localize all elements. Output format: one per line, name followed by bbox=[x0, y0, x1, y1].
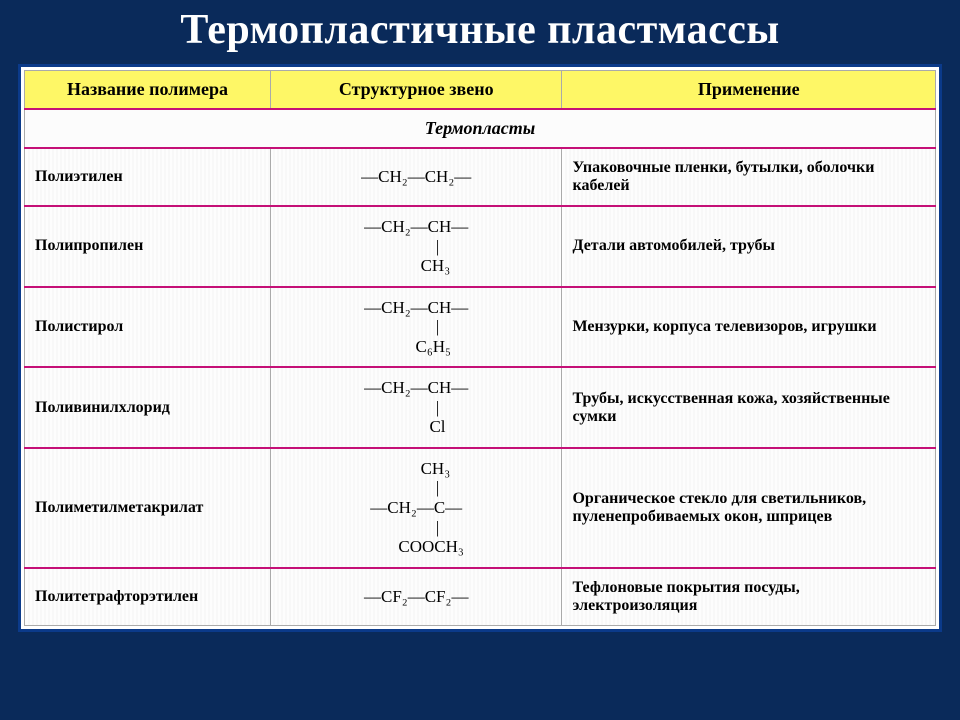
cell-structure: —CH₂—CH— | Cl bbox=[270, 367, 562, 448]
cell-name: Политетрафторэтилен bbox=[25, 568, 271, 626]
cell-structure: —CH₂—CH— | C₆H₅ bbox=[270, 287, 562, 368]
cell-application: Мензурки, корпуса телевизоров, игрушки bbox=[562, 287, 936, 368]
col-header-structure: Структурное звено bbox=[270, 71, 562, 110]
table-row: Политетрафторэтилен —CF₂—CF₂— Тефлоновые… bbox=[25, 568, 936, 626]
cell-structure: —CH₂—CH₂— bbox=[270, 148, 562, 206]
cell-application: Трубы, искусственная кожа, хозяйственные… bbox=[562, 367, 936, 448]
cell-structure: —CH₂—CH— | CH₃ bbox=[270, 206, 562, 287]
cell-application: Органическое стекло для светиль­ников, п… bbox=[562, 448, 936, 568]
cell-name: Полистирол bbox=[25, 287, 271, 368]
table-frame: Название полимера Структурное звено Прим… bbox=[18, 64, 942, 632]
cell-name: Полиэтилен bbox=[25, 148, 271, 206]
cell-structure: —CF₂—CF₂— bbox=[270, 568, 562, 626]
slide: Термопластичные пластмассы Название поли… bbox=[0, 0, 960, 720]
cell-name: Полипропилен bbox=[25, 206, 271, 287]
plastics-table: Название полимера Структурное звено Прим… bbox=[24, 70, 936, 626]
table-row: Полиэтилен —CH₂—CH₂— Упаковочные пленки,… bbox=[25, 148, 936, 206]
table-subheader-row: Термопласты bbox=[25, 109, 936, 148]
table-row: Полиметилметакрилат CH₃ | —CH₂—C— | COOC… bbox=[25, 448, 936, 568]
cell-application: Тефлоновые покрытия посуды, электроизоля… bbox=[562, 568, 936, 626]
cell-application: Упаковочные пленки, бутылки, оболочки ка… bbox=[562, 148, 936, 206]
cell-structure: CH₃ | —CH₂—C— | COOCH₃ bbox=[270, 448, 562, 568]
col-header-name: Название полимера bbox=[25, 71, 271, 110]
table-row: Полистирол —CH₂—CH— | C₆H₅ Мензурки, кор… bbox=[25, 287, 936, 368]
table-row: Полипропилен —CH₂—CH— | CH₃ Детали автом… bbox=[25, 206, 936, 287]
table-row: Поливинилхлорид —CH₂—CH— | Cl Трубы, иск… bbox=[25, 367, 936, 448]
table-subheader: Термопласты bbox=[25, 109, 936, 148]
table-header-row: Название полимера Структурное звено Прим… bbox=[25, 71, 936, 110]
cell-name: Полиметилметакрилат bbox=[25, 448, 271, 568]
page-title: Термопластичные пластмассы bbox=[18, 6, 942, 54]
cell-application: Детали автомобилей, трубы bbox=[562, 206, 936, 287]
col-header-application: Применение bbox=[562, 71, 936, 110]
cell-name: Поливинилхлорид bbox=[25, 367, 271, 448]
